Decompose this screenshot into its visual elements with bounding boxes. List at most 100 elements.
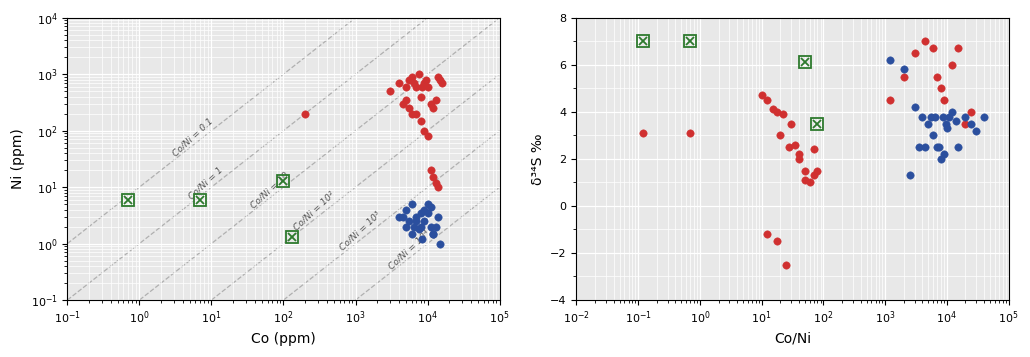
Point — [950, 144, 966, 150]
Point — [775, 111, 791, 117]
Point — [925, 132, 941, 138]
Point — [943, 62, 960, 67]
Point — [943, 109, 960, 115]
Point — [918, 144, 934, 150]
Point — [682, 130, 698, 136]
Point — [427, 97, 444, 103]
Point — [906, 50, 923, 56]
Point — [957, 121, 973, 126]
Text: Co/Ni = 0.1: Co/Ni = 0.1 — [171, 116, 214, 158]
Point — [927, 114, 943, 119]
Point — [963, 121, 980, 126]
Point — [406, 80, 422, 86]
Point — [764, 107, 781, 112]
Point — [920, 121, 936, 126]
Y-axis label: Ni (ppm): Ni (ppm) — [11, 129, 25, 189]
Point — [634, 130, 651, 136]
Point — [791, 156, 808, 162]
Point — [805, 172, 822, 178]
Point — [427, 180, 444, 186]
Point — [796, 177, 813, 183]
Point — [758, 97, 775, 103]
Point — [937, 121, 954, 126]
Point — [941, 114, 958, 119]
Point — [422, 204, 439, 210]
Point — [923, 114, 939, 119]
Point — [382, 88, 399, 94]
Point — [957, 114, 973, 119]
Point — [434, 80, 450, 86]
Point — [810, 168, 826, 174]
Point — [404, 201, 420, 207]
Point — [805, 147, 822, 152]
Point — [432, 241, 448, 246]
Point — [769, 109, 786, 115]
Point — [404, 111, 420, 116]
Point — [430, 214, 446, 220]
Point — [412, 94, 428, 100]
Text: Co/Ni = 1: Co/Ni = 1 — [187, 165, 225, 201]
Point — [404, 74, 420, 80]
Point — [414, 84, 431, 90]
Point — [901, 172, 918, 178]
Point — [801, 180, 818, 185]
Point — [906, 104, 923, 110]
Point — [925, 45, 941, 51]
Point — [422, 224, 439, 230]
Point — [948, 119, 964, 124]
Point — [416, 207, 433, 212]
Point — [796, 168, 813, 174]
Point — [968, 128, 985, 134]
Text: Co/Ni = 10⁴: Co/Ni = 10⁴ — [386, 228, 431, 271]
Point — [933, 85, 950, 91]
Point — [404, 231, 420, 236]
Point — [934, 114, 951, 119]
Point — [758, 231, 775, 237]
Point — [936, 97, 953, 103]
Point — [398, 84, 414, 90]
Point — [882, 57, 898, 63]
Point — [398, 97, 414, 103]
Point — [394, 214, 411, 220]
Point — [419, 210, 436, 216]
Point — [929, 144, 946, 150]
Point — [753, 92, 769, 98]
Point — [401, 218, 417, 224]
Text: Co/Ni = 10: Co/Ni = 10 — [248, 170, 290, 210]
Point — [933, 156, 950, 162]
Point — [408, 111, 424, 116]
Point — [410, 71, 426, 77]
Point — [394, 101, 411, 106]
Point — [430, 74, 446, 80]
Point — [408, 214, 424, 220]
Text: Co/Ni = 10²: Co/Ni = 10² — [291, 190, 337, 232]
Y-axis label: δ³⁴S ‰: δ³⁴S ‰ — [530, 133, 545, 185]
Point — [418, 77, 435, 82]
Point — [390, 80, 407, 86]
Point — [787, 142, 803, 147]
X-axis label: Co (ppm): Co (ppm) — [251, 332, 316, 346]
Point — [772, 132, 789, 138]
Point — [882, 97, 898, 103]
Point — [425, 231, 442, 236]
Point — [410, 226, 426, 232]
Point — [297, 111, 313, 116]
Point — [938, 125, 955, 131]
Point — [422, 101, 439, 106]
Point — [425, 174, 442, 180]
Point — [432, 77, 448, 82]
Point — [408, 218, 424, 224]
Point — [895, 67, 912, 72]
Point — [950, 45, 966, 51]
Point — [406, 224, 422, 230]
Point — [918, 39, 934, 44]
Point — [914, 114, 930, 119]
Point — [430, 184, 446, 190]
Point — [425, 105, 442, 111]
Point — [783, 121, 799, 126]
Point — [929, 74, 946, 79]
Point — [398, 207, 414, 212]
Point — [416, 218, 433, 224]
Text: Co/Ni = 10³: Co/Ni = 10³ — [338, 210, 382, 252]
Point — [412, 118, 428, 124]
